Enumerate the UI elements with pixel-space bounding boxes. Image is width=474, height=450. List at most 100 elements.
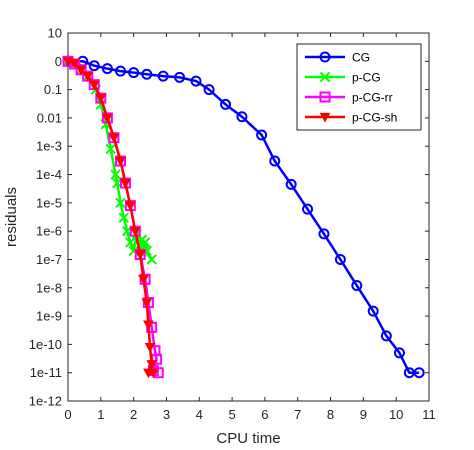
data-point-triangle [102,113,113,124]
y-tick-label: 1e-6 [36,224,62,239]
legend-item: p-CG-rr [305,91,393,105]
x-tick-label: 3 [163,407,170,422]
series-layer [62,55,425,379]
data-point-circle [115,65,127,77]
data-point-triangle [108,133,120,144]
data-point-circle [285,178,297,190]
data-point-circle [128,67,140,79]
series-p-CG-sh [62,57,159,379]
data-point-triangle [319,112,331,123]
data-point-triangle [134,250,146,261]
data-point-triangle [138,275,149,285]
data-point-circle [351,280,363,292]
data-point-circle [367,305,379,317]
x-tick-label: 10 [389,407,403,422]
data-point-circle [101,63,113,75]
data-point-triangle [75,65,87,76]
x-marker-stroke [95,99,107,110]
legend-label: p-CG [352,71,381,85]
legend-box [296,43,422,131]
data-point-x [139,237,151,248]
y-tick-label: 1e-8 [36,280,62,295]
x-tick-label: 11 [422,407,436,422]
x-tick-label: 9 [360,407,367,422]
x-axis-title: CPU time [216,430,280,447]
x-marker-stroke [146,254,157,265]
data-point-triangle [141,298,153,309]
x-tick-label: 5 [228,407,235,422]
data-point-x [115,197,126,209]
data-point-x [118,212,129,223]
data-point-triangle [82,72,94,82]
x-marker-stroke [105,143,116,155]
x-tick-label: 1 [97,407,104,422]
x-marker-stroke [115,197,126,209]
data-point-circle [319,51,331,63]
series-line [68,60,420,374]
data-point-circle [190,75,202,87]
data-point-x [146,254,157,265]
data-point-circle [334,253,346,265]
legend-item: CG [305,51,370,65]
x-marker-stroke [319,71,331,83]
data-point-circle [88,60,100,72]
data-point-triangle [69,59,80,69]
data-point-circle [220,98,232,110]
x-marker-stroke [139,237,151,248]
data-point-circle [302,203,314,215]
data-point-circle [203,84,215,96]
legend-label: p-CG-rr [352,91,393,105]
y-tick-label: 0.1 [44,82,62,97]
x-axis: 0 1 2 3 4 5 6 7 8 9 10 11 [64,33,436,422]
x-tick-label: 6 [261,407,268,422]
data-point-circle [236,111,248,123]
data-point-triangle [129,227,141,237]
y-tick-label: 1e-12 [29,394,62,409]
legend-label: p-CG-sh [352,111,397,125]
data-point-square [319,91,331,103]
data-point-triangle [143,320,154,331]
data-point-triangle [125,201,136,212]
x-marker-stroke [110,169,121,180]
y-axis-title: residuals [3,187,20,247]
x-tick-label: 7 [294,407,301,422]
y-tick-label: 1e-5 [36,195,62,210]
data-point-triangle [95,94,107,104]
data-point-x [125,237,136,248]
data-point-circle [393,347,405,359]
y-tick-label: 1e-4 [36,167,62,182]
data-point-circle [380,330,392,342]
data-point-circle [413,367,425,379]
data-point-triangle [144,343,156,353]
data-point-circle [256,129,268,141]
y-tick-label: 1e-3 [36,139,62,154]
x-marker-stroke [125,237,136,248]
x-tick-label: 8 [327,407,334,422]
data-point-circle [141,68,153,80]
data-point-circle [318,228,330,240]
data-point-circle [157,70,169,82]
y-tick-label: 0 [55,54,62,69]
x-marker-stroke [118,212,129,223]
x-tick-label: 0 [64,407,71,422]
data-point-x [319,71,331,83]
data-point-circle [269,155,281,167]
data-point-triangle [120,178,131,189]
x-tick-label: 2 [130,407,137,422]
data-point-triangle [147,368,159,379]
legend-item: p-CG [305,71,381,85]
y-tick-label: 0.01 [37,110,62,125]
data-point-circle [174,71,186,83]
data-point-triangle [146,360,158,370]
y-tick-label: 1e-11 [30,365,62,380]
y-axis: 10 0 0.1 0.01 1e-3 1e-4 1e-5 1e-6 1e-7 1e-8 1e-9 1e… [29,26,429,409]
legend: CG p-CG p-CG-rr p-CG-sh [296,43,422,131]
y-tick-label: 1e-9 [36,309,62,324]
data-point-triangle [88,80,100,91]
data-point-triangle [115,156,126,167]
x-tick-label: 4 [196,407,203,422]
data-point-x [110,169,121,180]
data-point-x [105,143,116,155]
y-tick-label: 1e-7 [36,252,62,267]
